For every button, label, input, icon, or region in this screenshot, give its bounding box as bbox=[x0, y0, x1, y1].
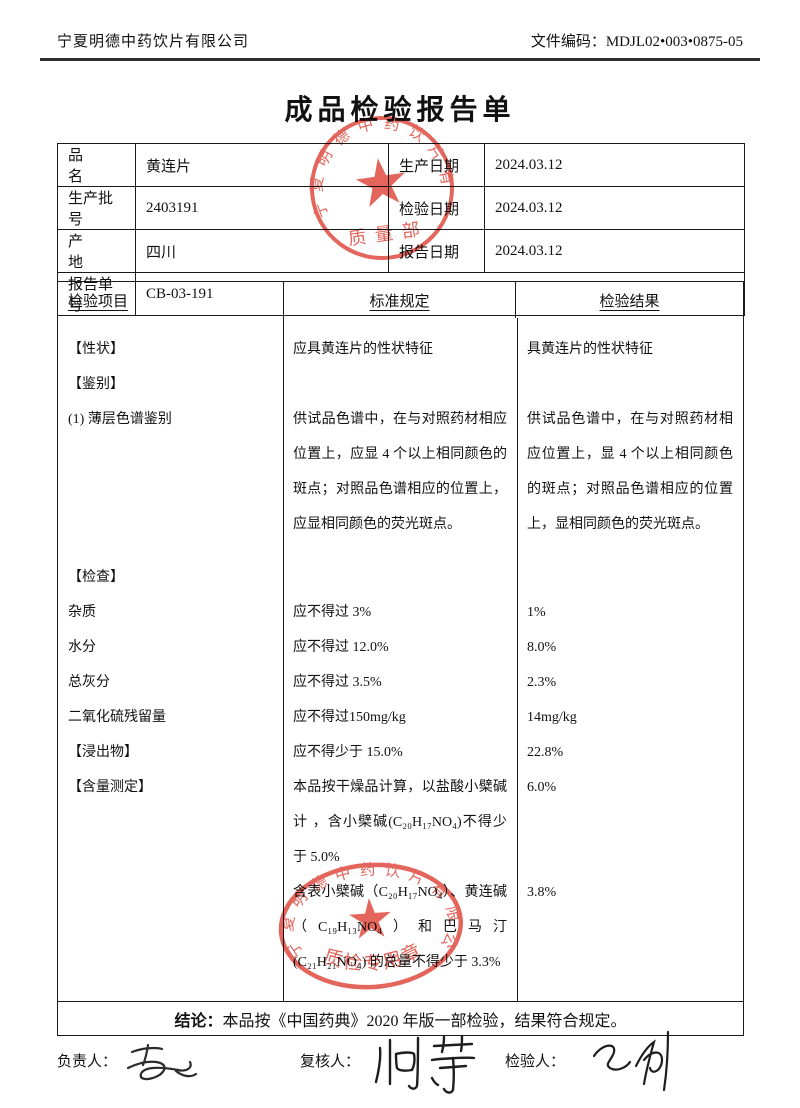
info-label: 生产日期 bbox=[388, 143, 485, 187]
doc-code-label: 文件编码： bbox=[530, 34, 606, 50]
header-divider bbox=[40, 58, 760, 61]
conclusion-label: 结论： bbox=[174, 1012, 223, 1030]
report-cell-res bbox=[517, 367, 743, 402]
report-cell-res: 22.8% bbox=[527, 745, 564, 760]
report-cell-item bbox=[58, 542, 283, 560]
report-cell-std: 应不得过 12.0% bbox=[293, 640, 389, 655]
report-cell-item bbox=[58, 875, 283, 980]
report-cell-item: 总灰分 bbox=[68, 675, 110, 690]
info-label: 生产批号 bbox=[57, 186, 136, 230]
info-label: 报告单号 bbox=[57, 272, 136, 316]
responsible-label: 负责人： bbox=[57, 1054, 118, 1070]
report-cell-std: 应不得过 3.5% bbox=[293, 675, 382, 690]
report-cell-item: 【性状】 bbox=[68, 342, 124, 357]
column-divider bbox=[283, 318, 284, 1001]
column-header-item: 检验项目 bbox=[68, 293, 129, 310]
doc-code: 文件编码：MDJL02•003•0875-05 bbox=[531, 30, 743, 51]
column-header-result: 检验结果 bbox=[599, 293, 660, 310]
report-cell-item: 杂质 bbox=[68, 605, 96, 620]
inspection-table-header: 检验项目 标准规定 检验结果 bbox=[58, 282, 743, 318]
conclusion-row: 结论： 本品按《中国药典》2020 年版一部检验，结果符合规定。 bbox=[58, 1001, 743, 1035]
company-name: 宁夏明德中药饮片有限公司 bbox=[57, 34, 250, 50]
report-cell-res bbox=[517, 542, 743, 560]
report-cell-std: 含表小檗碱（C₂₀H₁₇NO₄）、黄连碱（C₁₉H₁₃NO₄）和巴马汀(C₂₁H… bbox=[293, 885, 507, 970]
report-cell-res: 14mg/kg bbox=[527, 710, 577, 725]
info-label: 品 名 bbox=[57, 143, 136, 187]
report-cell-res bbox=[517, 560, 743, 595]
conclusion-text: 本品按《中国药典》2020 年版一部检验，结果符合规定。 bbox=[222, 1012, 627, 1030]
report-cell-res: 8.0% bbox=[527, 640, 557, 655]
report-cell-std: 供试品色谱中，在与对照药材相应位置上，应显 4 个以上相同颜色的斑点；对照品色谱… bbox=[293, 412, 507, 532]
reviewer-signature bbox=[374, 1034, 476, 1094]
report-cell-std: 应不得过 3% bbox=[293, 605, 372, 620]
report-cell-item: 【浸出物】 bbox=[68, 745, 138, 760]
info-value: 黄连片 bbox=[135, 143, 389, 187]
info-value: CB-03-191 bbox=[135, 272, 745, 316]
signature-row: 负责人： 复核人： 检验人： bbox=[0, 1030, 800, 1098]
info-row-batch: 生产批号 2403191 检验日期 2024.03.12 bbox=[57, 186, 745, 230]
report-cell-res: 供试品色谱中，在与对照药材相应位置上，显 4 个以上相同颜色的斑点；对照品色谱相… bbox=[527, 412, 733, 532]
report-cell-res: 1% bbox=[527, 605, 546, 620]
report-cell-std: 应具黄连片的性状特征 bbox=[293, 342, 433, 357]
info-value: 2403191 bbox=[135, 186, 389, 230]
report-cell-item: 【鉴别】 bbox=[68, 377, 124, 392]
inspector-label: 检验人： bbox=[505, 1054, 566, 1070]
report-cell-item: 二氧化硫残留量 bbox=[68, 710, 166, 725]
info-row-report-no: 报告单号 CB-03-191 bbox=[57, 272, 745, 316]
report-cell-res: 6.0% bbox=[527, 780, 557, 795]
info-row-origin: 产 地 四川 报告日期 2024.03.12 bbox=[57, 229, 745, 273]
report-cell-item: 【含量测定】 bbox=[68, 780, 152, 795]
inspector-signature bbox=[592, 1030, 670, 1092]
info-value: 2024.03.12 bbox=[484, 143, 745, 187]
report-cell-std bbox=[283, 560, 517, 595]
info-value: 2024.03.12 bbox=[484, 229, 745, 273]
inspection-table-body: 【性状】 应具黄连片的性状特征 具黄连片的性状特征【鉴别】 (1) 薄层色谱鉴别 供试品… bbox=[58, 318, 743, 1001]
report-cell-res: 2.3% bbox=[527, 675, 557, 690]
report-cell-res: 具黄连片的性状特征 bbox=[527, 342, 653, 357]
report-content-grid: 【性状】 应具黄连片的性状特征 具黄连片的性状特征【鉴别】 (1) 薄层色谱鉴别 供试品… bbox=[58, 318, 743, 980]
info-label: 检验日期 bbox=[388, 186, 485, 230]
report-cell-std: 本品按干燥品计算，以盐酸小檗碱计 ，含小檗碱(C₂₀H₁₇NO₄)不得少于 5.… bbox=[293, 780, 507, 865]
report-cell-item: 【检查】 bbox=[68, 570, 124, 585]
column-header-standard: 标准规定 bbox=[283, 282, 516, 318]
info-label: 报告日期 bbox=[388, 229, 485, 273]
report-cell-std: 应不得少于 15.0% bbox=[293, 745, 403, 760]
report-cell-std bbox=[283, 367, 517, 402]
info-label: 产 地 bbox=[57, 229, 136, 273]
report-cell-item: (1) 薄层色谱鉴别 bbox=[68, 412, 172, 427]
report-cell-item: 水分 bbox=[68, 640, 96, 655]
report-cell-std bbox=[283, 542, 517, 560]
reviewer-label: 复核人： bbox=[300, 1054, 361, 1070]
info-value: 2024.03.12 bbox=[484, 186, 745, 230]
responsible-signature bbox=[126, 1043, 198, 1081]
info-value: 四川 bbox=[135, 229, 389, 273]
report-cell-res: 3.8% bbox=[527, 885, 557, 900]
page-title: 成品检验报告单 bbox=[284, 95, 516, 126]
info-row-name: 品 名 黄连片 生产日期 2024.03.12 bbox=[57, 143, 745, 187]
report-cell-std: 应不得过150mg/kg bbox=[293, 710, 406, 725]
column-divider bbox=[517, 318, 518, 1001]
inspection-table: 检验项目 标准规定 检验结果 【性状】 应具黄连片的性状特征 具黄连片的性状特征【鉴… bbox=[57, 281, 744, 1036]
doc-code-value: MDJL02•003•0875-05 bbox=[605, 34, 743, 50]
